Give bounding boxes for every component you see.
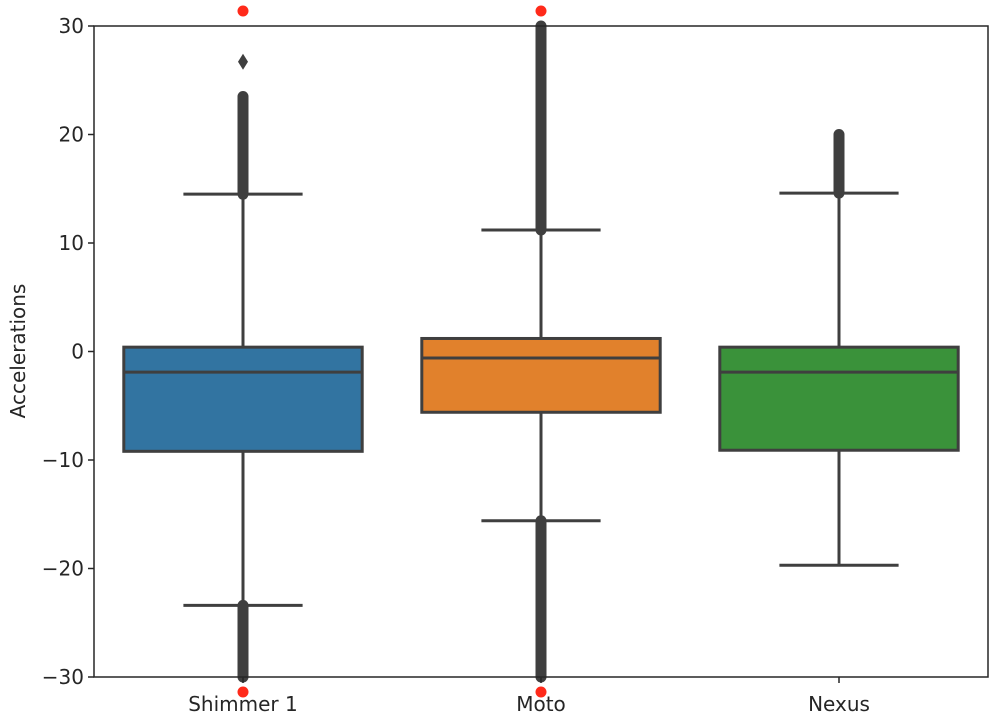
box-group-1 — [420, 20, 662, 683]
box-group-0 — [122, 53, 364, 683]
outlier-point — [238, 53, 248, 70]
clipped-marker-top — [237, 5, 249, 17]
y-axis: 30 20 10 0 −10 −20 −30 — [42, 14, 94, 689]
y-tick-label: 30 — [59, 14, 84, 38]
y-tick-label: 20 — [59, 123, 84, 147]
y-tick-label: −10 — [42, 448, 84, 472]
clipped-marker-bottom — [237, 686, 249, 698]
box-body — [718, 345, 960, 452]
boxes-layer — [122, 20, 960, 683]
box-body — [420, 336, 662, 414]
clipped-markers-layer — [237, 5, 547, 698]
clipped-marker-bottom — [535, 686, 547, 698]
y-tick-label: 0 — [71, 340, 84, 364]
y-tick-label: −30 — [42, 665, 84, 689]
box-group-2 — [718, 129, 960, 567]
y-axis-title: Accelerations — [6, 284, 30, 419]
y-tick-label: 10 — [59, 231, 84, 255]
box-body — [122, 345, 364, 453]
clipped-marker-top — [535, 5, 547, 17]
x-axis: Shimmer 1 Moto Nexus — [188, 677, 870, 716]
y-tick-label: −20 — [42, 557, 84, 581]
x-tick-label: Nexus — [808, 692, 870, 716]
